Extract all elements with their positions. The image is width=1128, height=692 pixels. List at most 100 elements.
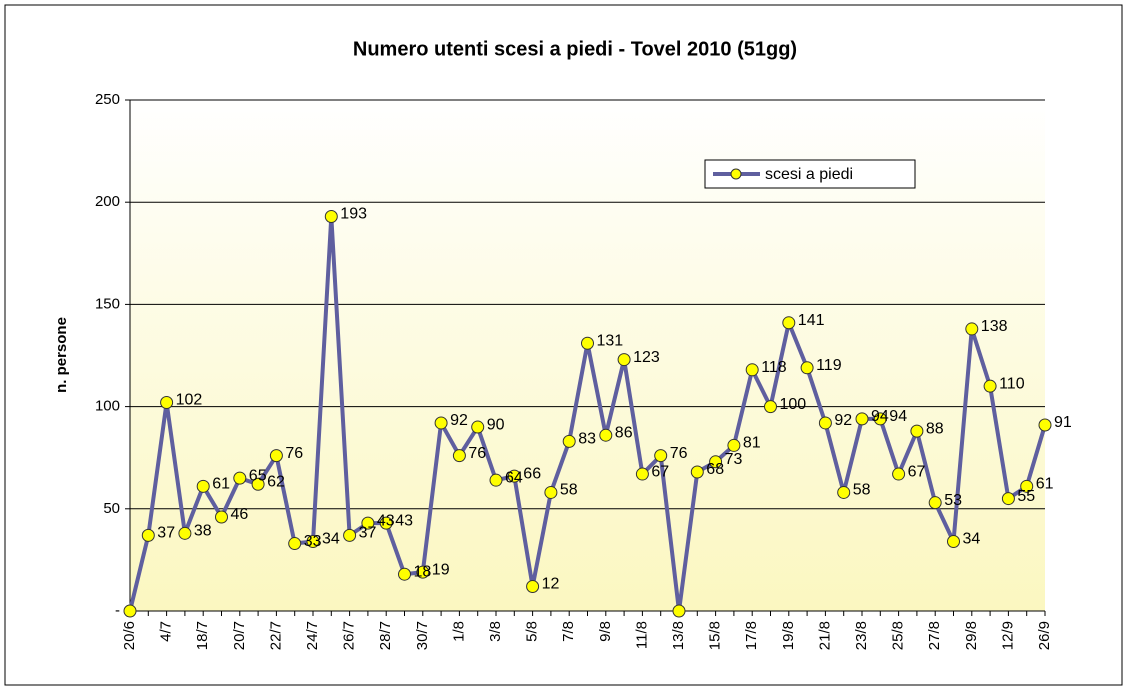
x-tick-label: 7/8	[560, 621, 577, 642]
y-tick-label: 50	[103, 500, 120, 517]
x-tick-label: 4/7	[158, 621, 175, 642]
x-tick-label: 25/8	[890, 621, 907, 650]
point	[635, 467, 649, 481]
data-label: 19	[432, 561, 450, 578]
point	[507, 469, 521, 483]
point	[1001, 492, 1015, 506]
point	[215, 510, 228, 524]
data-label: 43	[395, 512, 413, 529]
data-label: 37	[157, 525, 175, 542]
point	[343, 528, 357, 542]
point	[672, 604, 686, 618]
point	[617, 353, 631, 367]
data-label: 65	[249, 467, 267, 484]
data-label: 88	[926, 420, 944, 437]
x-tick-label: 28/7	[377, 621, 394, 650]
data-label: 76	[670, 445, 688, 462]
x-tick-label: 21/8	[816, 621, 833, 650]
data-label: 37	[359, 525, 377, 542]
point	[452, 449, 466, 463]
data-label: 119	[816, 357, 842, 374]
point	[837, 485, 851, 499]
point	[123, 604, 137, 618]
data-label: 76	[468, 445, 486, 462]
point	[818, 416, 832, 430]
data-label: 123	[633, 349, 660, 366]
data-label: 83	[578, 431, 596, 448]
point	[233, 471, 247, 485]
point	[709, 455, 723, 469]
x-tick-label: 26/7	[341, 621, 358, 650]
x-tick-label: 3/8	[487, 621, 504, 642]
legend-label: scesi a piedi	[765, 166, 853, 183]
x-tick-label: 17/8	[743, 621, 760, 650]
data-label: 94	[889, 408, 907, 425]
x-tick-label: 29/8	[963, 621, 980, 650]
x-tick-label: 26/9	[1036, 621, 1053, 650]
data-label: 18	[414, 563, 432, 580]
point	[471, 420, 485, 434]
data-label: 34	[963, 531, 981, 548]
point	[727, 438, 741, 452]
point	[855, 412, 869, 426]
data-label: 58	[853, 482, 871, 499]
data-label: 102	[176, 392, 203, 409]
data-label: 193	[340, 206, 367, 223]
data-label: 110	[999, 375, 1025, 392]
point	[1020, 479, 1034, 493]
x-tick-label: 22/7	[267, 621, 284, 650]
data-label: 81	[743, 435, 761, 452]
data-label: 61	[212, 476, 230, 493]
data-label: 55	[1017, 488, 1035, 505]
data-label: 94	[871, 408, 889, 425]
x-tick-label: 18/7	[194, 621, 211, 650]
point	[965, 322, 979, 336]
data-label: 46	[231, 506, 249, 523]
x-tick-label: 12/9	[999, 621, 1016, 650]
y-tick-label: 200	[95, 193, 120, 210]
point	[599, 428, 613, 442]
x-tick-label: 11/8	[633, 621, 650, 649]
data-label: 12	[542, 576, 560, 593]
data-label: 68	[706, 461, 724, 478]
point	[745, 363, 759, 377]
point	[983, 379, 997, 393]
point	[489, 473, 503, 487]
data-label: 138	[981, 318, 1008, 335]
point	[581, 336, 594, 350]
point	[306, 535, 320, 549]
point	[526, 579, 540, 593]
point	[361, 516, 375, 530]
point	[288, 537, 302, 551]
point	[654, 449, 668, 463]
point	[269, 449, 283, 463]
point	[544, 485, 558, 499]
x-tick-label: 15/8	[707, 621, 724, 650]
data-label: 33	[304, 533, 322, 550]
x-tick-label: 19/8	[780, 621, 797, 650]
point	[160, 396, 174, 410]
point	[947, 535, 960, 549]
data-label: 38	[194, 523, 212, 540]
point	[178, 526, 192, 540]
y-tick-label: -	[115, 602, 120, 619]
point	[1038, 418, 1052, 432]
x-tick-label: 1/8	[450, 621, 467, 642]
x-tick-label: 30/7	[414, 621, 431, 650]
data-label: 131	[597, 332, 624, 349]
data-label: 100	[780, 396, 807, 413]
legend-marker	[730, 168, 742, 180]
x-tick-label: 9/8	[597, 621, 614, 642]
data-label: 118	[761, 359, 787, 376]
y-tick-label: 150	[95, 295, 120, 312]
point	[324, 210, 338, 224]
data-label: 64	[505, 469, 523, 486]
data-label: 62	[267, 473, 285, 490]
x-tick-label: 24/7	[304, 621, 321, 650]
data-label: 76	[285, 445, 303, 462]
data-label: 34	[322, 531, 340, 548]
x-tick-label: 20/6	[121, 621, 138, 650]
point	[782, 316, 796, 330]
